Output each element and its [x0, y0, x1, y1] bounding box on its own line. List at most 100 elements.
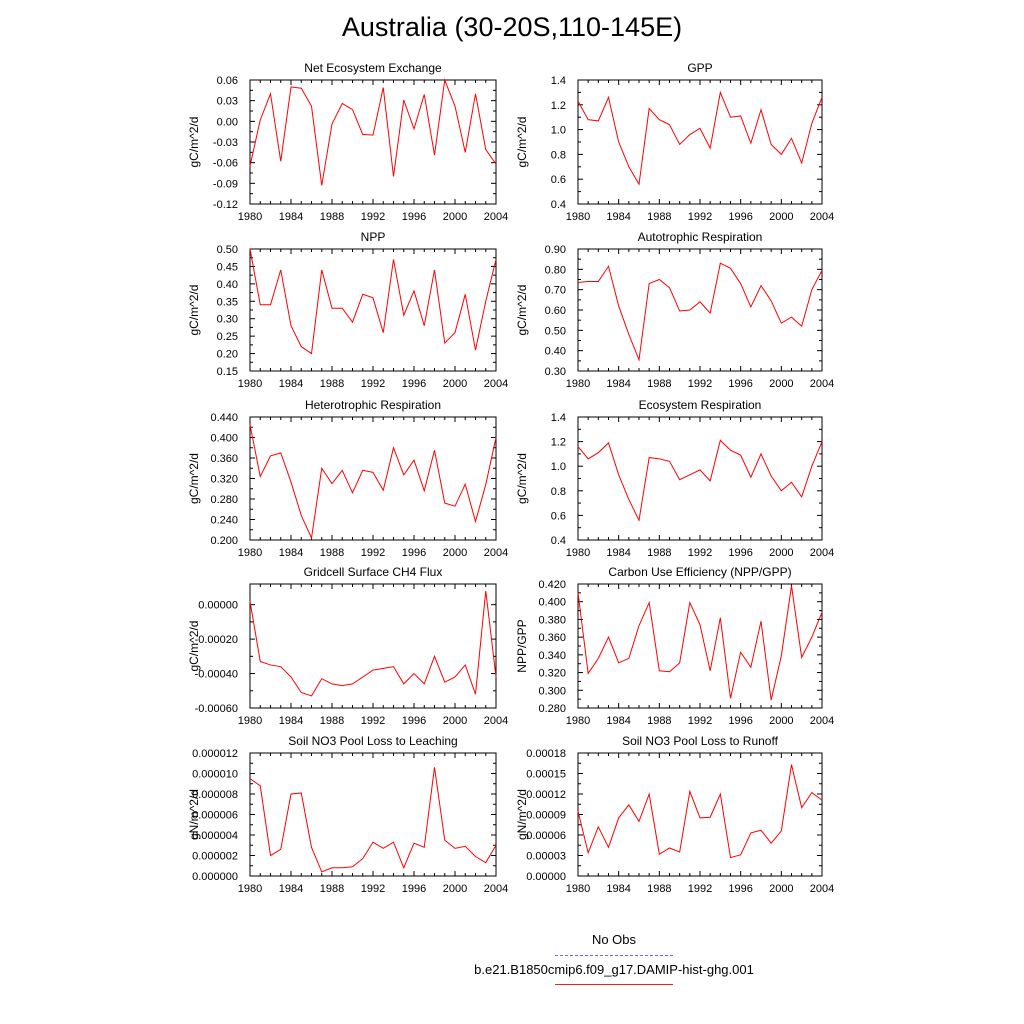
- x-tick-label: 1980: [238, 211, 262, 223]
- x-tick-label: 1984: [606, 547, 630, 559]
- y-tick-label: 0.30: [545, 366, 566, 378]
- series-line: [249, 590, 497, 697]
- y-axis-label: gC/m^2/d: [187, 621, 201, 672]
- x-tick-label: 2004: [810, 883, 834, 895]
- y-tick-label: 0.00018: [526, 748, 566, 760]
- y-tick-label: 0.240: [210, 515, 238, 527]
- y-tick-label: 0.00006: [526, 830, 566, 842]
- y-tick-label: 0.000010: [192, 769, 238, 781]
- x-tick-label: 1980: [238, 883, 262, 895]
- y-tick-label: 0.4: [551, 535, 566, 547]
- chart-panel-1: GPP gC/m^2/d 0.4 0.6 0.8 1.0 1.2 1.4 1980 1984 198…: [515, 61, 834, 223]
- y-tick-label: -0.00060: [195, 703, 238, 715]
- y-tick-label: 0.50: [217, 244, 238, 256]
- x-tick-label: 1996: [402, 883, 426, 895]
- y-tick-label: 0.50: [545, 325, 566, 337]
- y-tick-label: 0.45: [217, 261, 238, 273]
- y-tick-label: 0.00009: [526, 810, 566, 822]
- y-tick-label: 0.280: [210, 494, 238, 506]
- y-axis-label: gC/m^2/d: [187, 285, 201, 336]
- x-tick-label: 1996: [728, 715, 752, 727]
- x-tick-label: 2000: [769, 211, 793, 223]
- y-tick-label: 1.0: [551, 125, 566, 137]
- x-tick-label: 1992: [361, 547, 385, 559]
- y-tick-label: 0.35: [217, 296, 238, 308]
- x-tick-label: 1988: [647, 211, 671, 223]
- chart-title: Soil NO3 Pool Loss to Leaching: [288, 734, 457, 748]
- y-tick-label: 0.400: [538, 597, 566, 609]
- chart-panel-2: NPP gC/m^2/d 0.15 0.20 0.25 0.30 0.35 0.40 0.45 0…: [187, 230, 508, 390]
- y-tick-label: 0.8: [551, 149, 566, 161]
- x-tick-label: 1992: [361, 715, 385, 727]
- y-tick-label: 0.4: [551, 199, 566, 211]
- x-tick-label: 1984: [606, 211, 630, 223]
- series-line: [577, 90, 823, 186]
- y-tick-label: 0.280: [538, 703, 566, 715]
- chart-title: Carbon Use Efficiency (NPP/GPP): [608, 565, 791, 579]
- plot-frame: [577, 416, 823, 541]
- y-tick-label: 0.360: [538, 632, 566, 644]
- series-line: [249, 248, 497, 355]
- x-tick-label: 1996: [402, 378, 426, 390]
- x-tick-label: 2000: [443, 547, 467, 559]
- y-tick-label: 0.40: [217, 279, 238, 291]
- x-tick-label: 2000: [443, 883, 467, 895]
- x-tick-label: 1992: [688, 378, 712, 390]
- x-tick-label: 1988: [647, 547, 671, 559]
- x-tick-label: 1984: [279, 883, 303, 895]
- y-tick-label: -0.09: [213, 178, 238, 190]
- x-tick-label: 2000: [769, 378, 793, 390]
- chart-panel-4: Heterotrophic Respiration gC/m^2/d 0.200 0.…: [187, 398, 508, 559]
- x-tick-label: 1984: [606, 378, 630, 390]
- x-tick-label: 1992: [361, 378, 385, 390]
- x-tick-label: 1980: [238, 715, 262, 727]
- x-tick-label: 1988: [647, 378, 671, 390]
- chart-title: Gridcell Surface CH4 Flux: [304, 565, 443, 579]
- x-tick-label: 2004: [484, 715, 508, 727]
- y-tick-label: -0.00040: [195, 669, 238, 681]
- legend-line-run: [555, 984, 673, 985]
- y-tick-label: 1.4: [551, 412, 566, 424]
- chart-panel-3: Autotrophic Respiration gC/m^2/d 0.30 0.40 0…: [515, 230, 834, 390]
- y-tick-label: 0.90: [545, 244, 566, 256]
- chart-title: Net Ecosystem Exchange: [304, 61, 442, 75]
- y-tick-label: 0.000012: [192, 748, 238, 760]
- x-tick-label: 2004: [484, 547, 508, 559]
- y-tick-label: 1.0: [551, 461, 566, 473]
- series-line: [577, 439, 823, 522]
- x-tick-label: 2004: [484, 378, 508, 390]
- series-line: [577, 764, 823, 859]
- chart-panel-0: Net Ecosystem Exchange gC/m^2/d -0.12 -0.09…: [187, 61, 508, 223]
- chart-panel-9: Soil NO3 Pool Loss to RunoffgN/m^2/d0.00…: [515, 734, 834, 895]
- series-line: [249, 424, 497, 540]
- x-tick-label: 1980: [238, 378, 262, 390]
- legend: No Obs b.e21.B1850cmip6.f09_g17.DAMIP-hi…: [0, 930, 1024, 1010]
- x-tick-label: 1984: [606, 715, 630, 727]
- y-tick-label: 0.00: [217, 116, 238, 128]
- x-tick-label: 2000: [769, 883, 793, 895]
- y-tick-label: 0.25: [217, 331, 238, 343]
- x-tick-label: 1988: [320, 547, 344, 559]
- y-tick-label: 0.00015: [526, 769, 566, 781]
- x-tick-label: 1988: [647, 715, 671, 727]
- y-tick-label: 0.340: [538, 650, 566, 662]
- y-tick-label: 0.360: [210, 453, 238, 465]
- x-tick-label: 1996: [728, 378, 752, 390]
- plot-frame: [577, 752, 823, 877]
- y-axis-label: gC/m^2/d: [187, 117, 201, 168]
- y-tick-label: 0.15: [217, 366, 238, 378]
- y-tick-label: 0.06: [217, 75, 238, 87]
- y-tick-label: 0.00003: [526, 851, 566, 863]
- series-line: [577, 262, 823, 362]
- x-tick-label: 1996: [402, 547, 426, 559]
- y-tick-label: 0.000004: [192, 830, 238, 842]
- x-tick-label: 1996: [728, 211, 752, 223]
- series-line: [249, 78, 497, 186]
- x-tick-label: 1980: [566, 378, 590, 390]
- plot-frame: [577, 79, 823, 205]
- x-tick-label: 1992: [688, 883, 712, 895]
- y-tick-label: 1.2: [551, 437, 566, 449]
- y-tick-label: 0.70: [545, 285, 566, 297]
- x-tick-label: 2004: [810, 547, 834, 559]
